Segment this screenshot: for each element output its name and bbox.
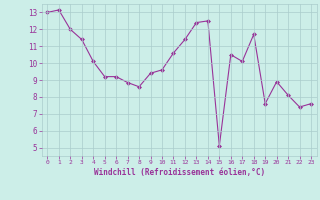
X-axis label: Windchill (Refroidissement éolien,°C): Windchill (Refroidissement éolien,°C) — [94, 168, 265, 177]
